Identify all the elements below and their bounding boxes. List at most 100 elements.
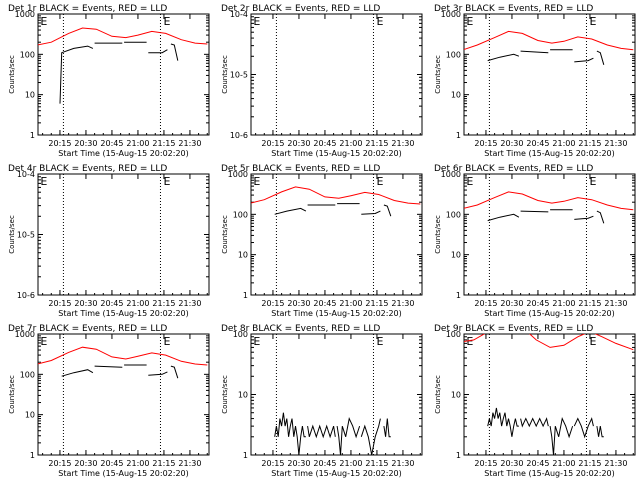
x-tick-label: 21:30 xyxy=(178,299,201,308)
x-tick-label: 20:45 xyxy=(100,299,123,308)
y-tick-label: 1000 xyxy=(228,170,248,179)
events-series-line-segment xyxy=(383,204,392,217)
e-marker: E xyxy=(163,175,170,188)
panel-title: Det 8r BLACK = Events, RED = LLD xyxy=(221,324,380,334)
lld-series-line xyxy=(464,334,634,351)
detector-panel-4: Det 4r BLACK = Events, RED = LLD 10-6 10-5… xyxy=(8,164,210,318)
y-tick-label: 100 xyxy=(233,330,248,339)
y-tick-label: 1000 xyxy=(15,330,35,339)
y-tick-label: 10-4 xyxy=(230,10,248,19)
x-axis-label: Start Time (15-Aug-15 20:02:20) xyxy=(484,469,615,478)
x-tick-label: 20:30 xyxy=(287,459,310,468)
detector-panel-2: Det 2r BLACK = Events, RED = LLD 10-6 10-5… xyxy=(221,4,423,158)
y-tick-label: 10-4 xyxy=(17,170,35,179)
y-axis-label: Counts/sec xyxy=(8,215,16,254)
detector-panel-5: Det 5r BLACK = Events, RED = LLD 1 10 100 10… xyxy=(221,164,423,318)
y-axis-label: Counts/sec xyxy=(221,215,229,254)
y-axis-label: Counts/sec xyxy=(8,375,16,414)
e-marker: E xyxy=(253,175,260,188)
x-axis-label: Start Time (15-Aug-15 20:02:20) xyxy=(58,149,189,158)
x-tick-label: 21:30 xyxy=(391,299,414,308)
x-axis-label: Start Time (15-Aug-15 20:02:20) xyxy=(271,309,402,318)
x-tick-label: 20:45 xyxy=(313,299,336,308)
y-tick-label: 10-5 xyxy=(230,71,248,80)
x-tick-label: 20:45 xyxy=(526,299,549,308)
y-tick-label: 1000 xyxy=(15,10,35,19)
events-series-line-segment xyxy=(573,417,594,439)
lld-series-line xyxy=(38,27,208,46)
panel-title: Det 2r BLACK = Events, RED = LLD xyxy=(221,4,380,14)
x-tick-label: 20:15 xyxy=(48,299,71,308)
x-tick-label: 20:30 xyxy=(287,139,310,148)
x-tick-label: 21:15 xyxy=(578,299,601,308)
x-axis-label: Start Time (15-Aug-15 20:02:20) xyxy=(58,469,189,478)
events-series-line-segment xyxy=(520,210,549,213)
x-axis-label: Start Time (15-Aug-15 20:02:20) xyxy=(484,309,615,318)
plot-frame xyxy=(463,173,636,296)
events-series-line-segment xyxy=(336,416,361,455)
events-series-line-segment xyxy=(574,215,594,220)
y-tick-label: 10-6 xyxy=(17,291,35,300)
e-marker: E xyxy=(376,15,383,28)
x-tick-label: 21:00 xyxy=(339,459,362,468)
lld-series-line xyxy=(38,346,208,366)
y-axis-label: Counts/sec xyxy=(221,375,229,414)
panel-title: Det 6r BLACK = Events, RED = LLD xyxy=(434,164,593,174)
events-series-line-segment xyxy=(574,57,594,63)
events-series-line-segment xyxy=(274,412,306,455)
events-series-line-segment xyxy=(596,210,605,224)
events-series-line-segment xyxy=(596,426,604,438)
y-tick-label: 10 xyxy=(451,91,461,100)
e-marker: E xyxy=(253,15,260,28)
x-tick-label: 21:15 xyxy=(152,299,175,308)
x-tick-label: 21:00 xyxy=(126,459,149,468)
y-axis-label: Counts/sec xyxy=(434,375,442,414)
y-axis-label: Counts/sec xyxy=(221,55,229,94)
y-tick-label: 10 xyxy=(451,251,461,260)
events-series-line-segment xyxy=(596,50,605,65)
detector-panel-6: Det 6r BLACK = Events, RED = LLD 1 10 100 10… xyxy=(434,164,636,318)
y-tick-label: 1 xyxy=(456,291,461,300)
events-series-line-segment xyxy=(361,210,381,215)
events-series-line-segment xyxy=(148,49,168,54)
events-series-line-segment xyxy=(360,418,381,455)
e-marker: E xyxy=(163,15,170,28)
x-tick-label: 21:15 xyxy=(365,459,388,468)
lld-series-line xyxy=(464,191,634,211)
y-tick-label: 1 xyxy=(243,291,248,300)
x-tick-label: 20:45 xyxy=(313,459,336,468)
x-tick-label: 21:30 xyxy=(391,459,414,468)
x-tick-label: 21:30 xyxy=(604,459,627,468)
y-axis-label: Counts/sec xyxy=(434,215,442,254)
events-series-line-segment xyxy=(61,369,94,377)
x-tick-label: 21:15 xyxy=(365,299,388,308)
x-tick-label: 21:00 xyxy=(552,299,575,308)
e-marker: E xyxy=(40,15,47,28)
plot-frame xyxy=(250,173,423,296)
y-tick-label: 10 xyxy=(25,91,35,100)
x-tick-label: 21:30 xyxy=(178,459,201,468)
x-tick-label: 20:30 xyxy=(500,299,523,308)
y-tick-label: 100 xyxy=(446,330,461,339)
events-series-line-segment xyxy=(520,417,549,428)
y-tick-label: 1000 xyxy=(441,170,461,179)
e-marker: E xyxy=(253,335,260,348)
y-tick-label: 1 xyxy=(30,451,35,460)
x-tick-label: 20:30 xyxy=(500,139,523,148)
events-series-line-segment xyxy=(59,45,94,104)
x-tick-label: 20:30 xyxy=(500,459,523,468)
e-marker: E xyxy=(589,335,596,348)
y-tick-label: 100 xyxy=(233,210,248,219)
detector-panel-9: Det 9r BLACK = Events, RED = LLD 1 10 100 Co… xyxy=(434,324,636,478)
y-tick-label: 100 xyxy=(20,370,35,379)
panel-title: Det 7r BLACK = Events, RED = LLD xyxy=(8,324,167,334)
x-tick-label: 20:15 xyxy=(261,139,284,148)
y-tick-label: 10 xyxy=(238,391,248,400)
x-tick-label: 21:30 xyxy=(391,139,414,148)
panel-title: Det 9r BLACK = Events, RED = LLD xyxy=(434,324,593,334)
events-series-line-segment xyxy=(148,371,168,376)
x-tick-label: 20:15 xyxy=(474,459,497,468)
x-tick-label: 21:00 xyxy=(552,459,575,468)
